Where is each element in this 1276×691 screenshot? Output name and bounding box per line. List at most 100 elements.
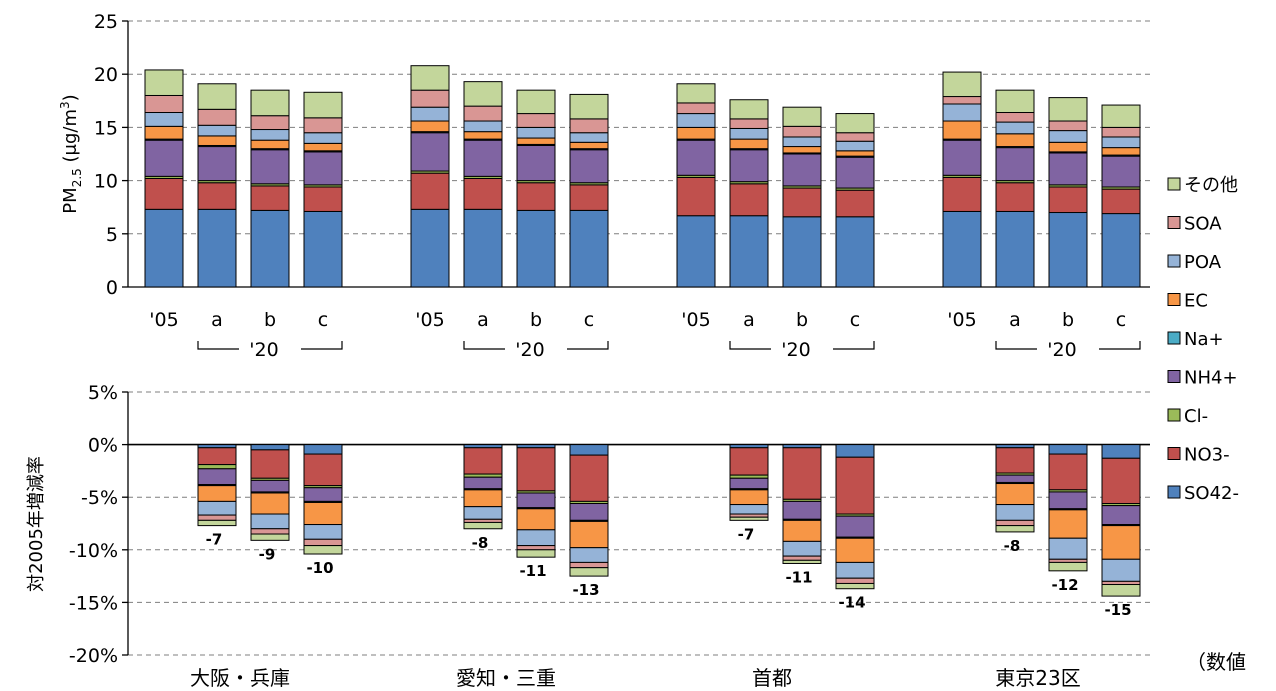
bar-segment — [197, 485, 237, 502]
bar-segment — [782, 153, 822, 187]
x-tick-label-top: c — [850, 309, 860, 331]
y-tick-label-bottom: 0% — [88, 435, 118, 457]
bar-segment — [942, 210, 982, 288]
bar-segment — [463, 177, 503, 210]
total-change-label: -7 — [738, 525, 755, 543]
bar-segment — [197, 500, 237, 516]
region-label: 首都 — [752, 666, 792, 690]
bar-segment — [676, 113, 716, 128]
y-tick-label-top: 20 — [94, 64, 118, 86]
bar-segment — [516, 447, 556, 492]
bar-segment — [463, 81, 503, 107]
bar-segment — [516, 113, 556, 128]
legend-swatch — [1167, 447, 1181, 460]
bar-segment — [197, 108, 237, 126]
bar-segment — [197, 146, 237, 182]
bar-segment — [303, 453, 343, 487]
bar-segment — [942, 71, 982, 98]
bar-segment — [995, 182, 1035, 212]
bottom-chart-change-rate: 5% 0% -5% -10% -15% -20% 対2005年増減率 -7 -9 -10 大阪・兵庫… — [26, 382, 1150, 690]
bar-segment — [144, 112, 184, 127]
bar-segment — [463, 489, 503, 508]
bar-segment — [250, 449, 290, 479]
bar-segment — [303, 91, 343, 119]
y-axis-label-top: PM2.5 (μg/m3) — [58, 94, 84, 213]
bar-segment — [303, 501, 343, 526]
bar-segment — [569, 149, 609, 184]
x-tick-label-top: b — [264, 309, 276, 331]
bar-segment — [782, 447, 822, 500]
bar-segment — [569, 93, 609, 120]
bar-segment — [942, 139, 982, 176]
bar-segment — [835, 113, 875, 134]
bar-segment — [995, 121, 1035, 135]
bar-segment — [250, 185, 290, 211]
bar-segment — [729, 215, 769, 288]
bar-segment — [1048, 152, 1088, 186]
bar-segment — [729, 477, 769, 490]
bar-segment — [782, 540, 822, 557]
bar-segment — [835, 189, 875, 218]
year-label: '20 — [515, 339, 544, 361]
bar-segment — [569, 132, 609, 143]
bar-segment — [835, 132, 875, 142]
bar-segment — [782, 500, 822, 520]
bar-segment — [303, 186, 343, 212]
bar-segment — [835, 577, 875, 584]
bar-segment — [835, 561, 875, 579]
bar-segment — [1048, 444, 1088, 455]
bar-segment — [144, 177, 184, 210]
y-tick-label-top: 5 — [106, 224, 118, 246]
bar-segment — [516, 182, 556, 211]
bar-segment — [995, 147, 1035, 182]
bar-segment — [1101, 505, 1141, 526]
legend-swatch — [1167, 177, 1181, 191]
bar-segment — [463, 131, 503, 140]
region-label: 愛知・三重 — [456, 666, 556, 690]
total-change-label: -13 — [572, 581, 599, 599]
year-bracket-right — [1099, 341, 1141, 350]
bar-segment — [729, 138, 769, 150]
total-change-label: -12 — [1051, 576, 1078, 594]
legend-label: SOA — [1184, 214, 1222, 235]
x-tick-label-top: a — [743, 309, 755, 331]
bar-segment — [197, 135, 237, 146]
bar-segment — [835, 537, 875, 563]
region-label: 大阪・兵庫 — [190, 666, 290, 690]
y-tick-label-bottom: 5% — [88, 382, 118, 404]
bar-segment — [1101, 457, 1141, 505]
x-tick-label-top: a — [477, 309, 489, 331]
x-tick-label-top: b — [530, 309, 542, 331]
bar-segment — [250, 149, 290, 185]
bar-segment — [463, 447, 503, 475]
bar-segment — [303, 524, 343, 540]
legend-label: EC — [1184, 291, 1208, 312]
y-tick-label-top: 0 — [106, 277, 118, 299]
bar-segment — [729, 183, 769, 217]
bar-segment — [729, 447, 769, 476]
bar-segment — [144, 125, 184, 140]
bar-segment — [197, 182, 237, 210]
bar-segment — [835, 456, 875, 515]
bar-segment — [995, 210, 1035, 288]
total-change-label: -15 — [1104, 601, 1131, 619]
bar-segment — [410, 89, 450, 108]
bar-segment — [250, 444, 290, 451]
bar-segment — [729, 127, 769, 140]
bar-segment — [569, 444, 609, 456]
bar-segment — [995, 519, 1035, 527]
x-tick-label-top: '05 — [947, 309, 976, 331]
legend-swatch — [1167, 216, 1181, 229]
bar-segment — [676, 83, 716, 104]
bar-segment — [250, 528, 290, 535]
bar-segment — [1048, 130, 1088, 143]
total-change-label: -9 — [259, 545, 276, 563]
bar-segment — [144, 208, 184, 288]
bar-segment — [835, 140, 875, 152]
bar-segment — [463, 208, 503, 288]
bar-segment — [1048, 97, 1088, 122]
bar-segment — [835, 156, 875, 189]
bar-segment — [410, 106, 450, 122]
bar-segment — [516, 209, 556, 288]
total-change-label: -10 — [306, 559, 333, 577]
